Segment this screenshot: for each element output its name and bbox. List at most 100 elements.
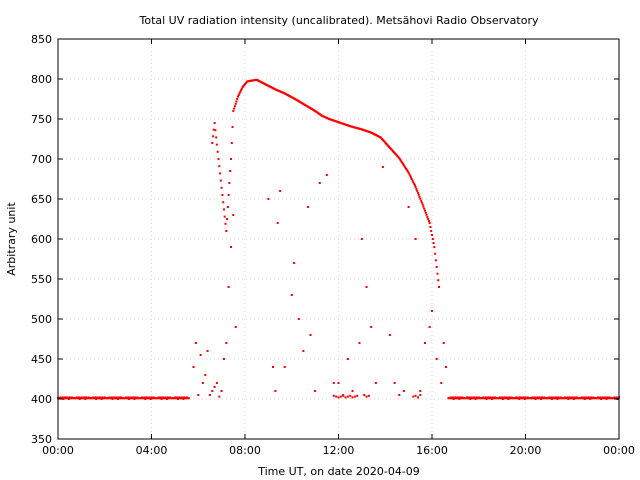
data-point	[232, 110, 235, 112]
data-point	[293, 262, 296, 264]
data-point	[194, 342, 197, 344]
data-point	[237, 94, 240, 96]
data-point	[213, 386, 216, 388]
chart-title: Total UV radiation intensity (uncalibrat…	[139, 14, 539, 27]
data-point	[117, 398, 119, 400]
data-point	[211, 390, 214, 392]
data-point	[533, 396, 536, 399]
data-point	[223, 358, 225, 360]
data-point	[100, 398, 103, 400]
data-point	[61, 396, 64, 399]
data-point	[219, 179, 222, 182]
data-point	[309, 334, 312, 336]
data-point	[230, 246, 232, 248]
data-point	[410, 178, 413, 180]
data-point	[176, 396, 179, 399]
data-point	[363, 394, 366, 396]
y-tick-label: 350	[31, 433, 52, 446]
data-point	[230, 142, 233, 144]
ticks-layer: 350 400 450 500 550 600 650 700 750 800 850 00:00 04…	[31, 33, 635, 457]
data-point	[484, 396, 487, 399]
data-point	[367, 394, 370, 397]
data-point	[221, 194, 224, 196]
data-point	[415, 188, 418, 190]
data-point	[416, 189, 419, 192]
data-point	[429, 226, 432, 228]
data-point	[406, 169, 409, 172]
data-point	[274, 390, 277, 392]
x-tick-label: 00:00	[42, 444, 74, 457]
data-point	[149, 398, 152, 400]
data-point	[332, 394, 335, 397]
data-point	[419, 394, 422, 396]
data-point	[566, 396, 569, 399]
data-point	[215, 382, 218, 384]
data-point	[215, 143, 218, 146]
y-tick-label: 450	[31, 353, 52, 366]
y-tick-label: 700	[31, 153, 52, 166]
data-point	[418, 195, 421, 198]
data-point	[605, 398, 608, 400]
data-point	[425, 213, 428, 216]
data-point	[302, 350, 305, 352]
data-point	[213, 122, 216, 124]
data-point	[228, 182, 231, 184]
data-point	[435, 358, 438, 360]
data-point	[239, 90, 242, 93]
data-point	[211, 142, 214, 144]
data-point	[572, 398, 575, 400]
data-point	[110, 396, 113, 399]
data-point	[405, 168, 408, 170]
data-point	[358, 342, 361, 344]
data-point	[208, 394, 211, 396]
x-axis-label: Time UT, on date 2020-04-09	[257, 465, 420, 478]
data-point	[408, 173, 411, 176]
data-point	[556, 398, 559, 400]
data-point	[407, 206, 410, 208]
data-point	[297, 318, 300, 320]
data-point	[507, 398, 510, 400]
data-point	[236, 98, 239, 100]
data-point	[440, 382, 443, 384]
data-point	[276, 222, 279, 224]
y-tick-label: 400	[31, 393, 52, 406]
data-point	[452, 396, 454, 399]
points-layer	[57, 78, 620, 400]
data-point	[225, 230, 228, 232]
data-point	[222, 201, 225, 204]
data-point	[225, 342, 228, 344]
y-tick-label: 750	[31, 113, 52, 126]
data-point	[220, 186, 223, 189]
data-point	[94, 396, 97, 399]
data-point	[356, 394, 359, 397]
data-point	[436, 272, 439, 275]
data-point	[223, 215, 226, 218]
data-point	[227, 194, 230, 196]
data-point	[283, 366, 286, 368]
data-point	[237, 95, 239, 98]
data-point	[409, 174, 412, 177]
data-point	[351, 390, 354, 392]
data-point	[344, 396, 347, 399]
data-point	[398, 157, 401, 160]
y-tick-label: 600	[31, 233, 52, 246]
data-point	[411, 179, 414, 182]
data-point	[230, 158, 232, 160]
data-point	[501, 396, 504, 399]
data-point	[238, 92, 241, 95]
data-point	[204, 374, 207, 376]
data-point	[589, 398, 592, 400]
data-point	[400, 160, 403, 163]
data-point	[407, 171, 410, 174]
data-point	[218, 395, 221, 398]
x-tick-label: 08:00	[229, 444, 261, 457]
data-point	[404, 166, 407, 169]
data-point	[437, 279, 440, 282]
data-point	[421, 203, 424, 206]
y-tick-label: 800	[31, 73, 52, 86]
data-point	[346, 358, 349, 360]
data-point	[414, 394, 417, 397]
data-point	[223, 208, 225, 211]
data-point	[232, 214, 235, 216]
